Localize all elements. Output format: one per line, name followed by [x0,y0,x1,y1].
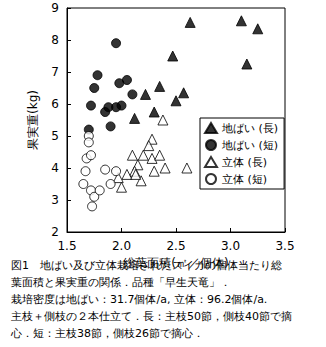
svg-text:4: 4 [51,161,59,175]
svg-text:7: 7 [51,65,59,79]
svg-text:心．短：主枝38節，側枝26節で摘心．: 心．短：主枝38節，側枝26節で摘心． [10,327,204,340]
svg-text:果実重(kg): 果実重(kg) [26,90,40,150]
svg-text:3.5: 3.5 [275,239,294,253]
svg-text:地ばい (短): 地ばい (短) [221,139,278,152]
svg-text:3.0: 3.0 [221,239,240,253]
svg-text:5: 5 [51,129,59,143]
svg-text:立体 (長): 立体 (長) [222,156,267,169]
svg-text:立体 (短): 立体 (短) [222,173,267,186]
svg-text:6: 6 [51,97,59,111]
svg-text:9: 9 [51,1,59,15]
svg-text:地ばい (長): 地ばい (長) [221,122,278,135]
svg-text:3: 3 [51,193,59,207]
svg-text:葉面積と果実重の関係．品種「早生天竜」．: 葉面積と果実重の関係．品種「早生天竜」． [11,276,231,289]
svg-text:2.0: 2.0 [112,239,131,253]
svg-text:主枝＋側枝の２本仕立て．長：主枝50節，側枝40節で摘: 主枝＋側枝の２本仕立て．長：主枝50節，側枝40節で摘 [11,310,292,323]
svg-text:2.5: 2.5 [166,239,185,253]
svg-text:図1 地ばい及び立体栽培されたスイカの個体当たり総: 図1 地ばい及び立体栽培されたスイカの個体当たり総 [11,259,282,272]
svg-text:栽培密度は地ばい：31.7個体/a, 立体：96.2個体/a: 栽培密度は地ばい：31.7個体/a, 立体：96.2個体/a. [11,293,267,306]
svg-text:8: 8 [51,33,59,47]
svg-text:1.5: 1.5 [57,239,76,253]
svg-text:2: 2 [51,225,59,239]
